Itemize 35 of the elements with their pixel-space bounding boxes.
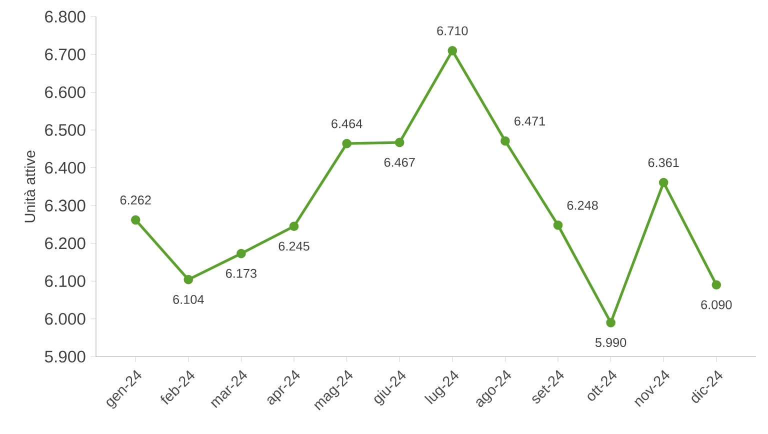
point: [236, 248, 246, 258]
point: [606, 318, 616, 328]
y-tick-label: 5.900: [44, 350, 86, 363]
data-label: 6.361: [648, 158, 679, 168]
data-label: 6.471: [514, 116, 545, 126]
point: [394, 138, 404, 148]
y-tick-label: 6.500: [45, 124, 86, 136]
y-tick-label: 6.000: [45, 312, 86, 325]
data-label: 6.262: [120, 196, 151, 205]
data-label: 6.090: [701, 300, 732, 310]
point: [500, 136, 510, 146]
y-tick-label: 6.800: [45, 10, 86, 23]
data-label: 5.990: [595, 338, 626, 347]
point: [712, 280, 722, 290]
point: [342, 138, 352, 148]
point: [184, 274, 194, 284]
data-label: 6.464: [332, 119, 362, 128]
point: [448, 46, 458, 56]
y-tick-label: 6.600: [45, 86, 86, 98]
data-label: 6.248: [567, 200, 598, 210]
y-tick-label: 6.200: [45, 237, 86, 250]
data-label: 6.104: [173, 294, 204, 304]
data-label: 6.173: [226, 268, 256, 278]
data-label: 6.710: [437, 26, 468, 36]
point: [130, 215, 140, 225]
point: [658, 178, 668, 188]
y-axis-title: Unità attive: [24, 150, 36, 222]
y-tick-label: 6.300: [45, 200, 86, 212]
y-tick-label: 6.100: [45, 275, 86, 288]
y-tick-label: 6.700: [45, 48, 86, 60]
data-label: 6.245: [278, 242, 310, 251]
point: [553, 220, 563, 230]
point: [289, 222, 299, 231]
data-label: 6.467: [384, 158, 415, 167]
y-tick-label: 6.400: [45, 162, 86, 174]
